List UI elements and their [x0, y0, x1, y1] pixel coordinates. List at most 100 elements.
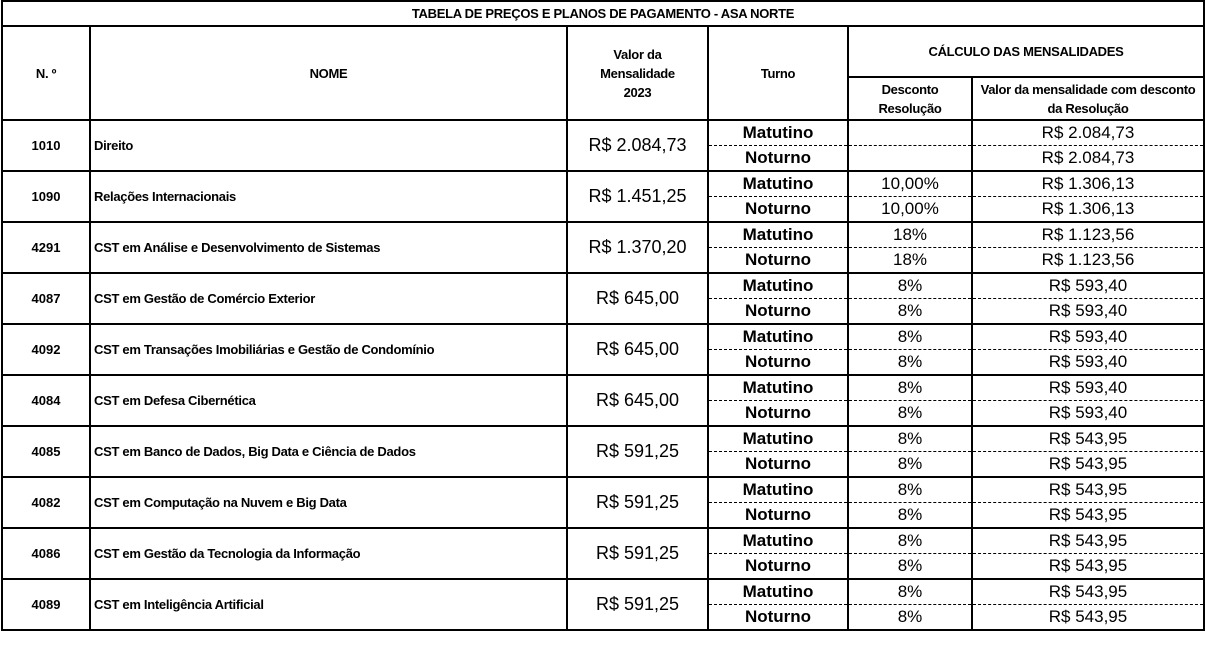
discount: 8%: [847, 425, 973, 452]
shift: Noturno: [707, 400, 849, 427]
course-price: R$ 645,00: [566, 272, 709, 325]
discount: 8%: [847, 527, 973, 554]
final-price: R$ 593,40: [971, 349, 1205, 376]
final-price: R$ 543,95: [971, 553, 1205, 580]
table-row: Noturno 8% R$ 593,40: [2, 400, 1205, 427]
course-price: R$ 591,25: [566, 527, 709, 580]
header-price: Valor da Mensalidade 2023: [566, 25, 709, 121]
discount: [847, 145, 973, 172]
discount: 8%: [847, 374, 973, 401]
discount: 8%: [847, 604, 973, 631]
shift: Matutino: [707, 119, 849, 146]
header-calc: CÁLCULO DAS MENSALIDADES: [847, 25, 1205, 78]
shift: Noturno: [707, 298, 849, 325]
course-name: CST em Análise e Desenvolvimento de Sist…: [89, 221, 568, 274]
shift: Noturno: [707, 145, 849, 172]
course-name: CST em Gestão da Tecnologia da Informaçã…: [89, 527, 568, 580]
discount: 8%: [847, 298, 973, 325]
course-price: R$ 1.451,25: [566, 170, 709, 223]
course-number: 4291: [1, 221, 91, 274]
final-price: R$ 2.084,73: [971, 145, 1205, 172]
course-number: 4085: [1, 425, 91, 478]
header-number: N. º: [1, 25, 91, 121]
shift: Noturno: [707, 196, 849, 223]
table-row: 1010 Direito R$ 2.084,73 Matutino R$ 2.084,7…: [1, 119, 1205, 172]
course-name: CST em Gestão de Comércio Exterior: [89, 272, 568, 325]
final-price: R$ 1.123,56: [971, 247, 1205, 274]
course-number: 4087: [1, 272, 91, 325]
course-name: CST em Banco de Dados, Big Data e Ciênci…: [89, 425, 568, 478]
course-price: R$ 2.084,73: [566, 119, 709, 172]
shift: Matutino: [707, 425, 849, 452]
discount: 8%: [847, 553, 973, 580]
shift: Matutino: [707, 221, 849, 248]
discount: 18%: [847, 247, 973, 274]
course-number: 4082: [1, 476, 91, 529]
table-row: Noturno 8% R$ 543,95: [2, 604, 1205, 631]
discount: 8%: [847, 476, 973, 503]
course-number: 4086: [1, 527, 91, 580]
final-price: R$ 593,40: [971, 272, 1205, 299]
course-number: 4092: [1, 323, 91, 376]
table-row: 4084 CST em Defesa Cibernética R$ 645,00 Ma…: [1, 374, 1205, 427]
discount: 8%: [847, 323, 973, 350]
final-price: R$ 543,95: [971, 425, 1205, 452]
discount: 10,00%: [847, 196, 973, 223]
final-price: R$ 593,40: [971, 298, 1205, 325]
discount: [847, 119, 973, 146]
final-price: R$ 543,95: [971, 527, 1205, 554]
final-price: R$ 593,40: [971, 323, 1205, 350]
shift: Noturno: [707, 604, 849, 631]
shift: Matutino: [707, 272, 849, 299]
course-number: 1010: [1, 119, 91, 172]
final-price: R$ 543,95: [971, 604, 1205, 631]
course-price: R$ 591,25: [566, 476, 709, 529]
final-price: R$ 543,95: [971, 451, 1205, 478]
final-price: R$ 1.306,13: [971, 196, 1205, 223]
final-price: R$ 1.306,13: [971, 170, 1205, 197]
course-number: 4084: [1, 374, 91, 427]
header-discount: Desconto Resolução: [847, 76, 973, 121]
shift: Noturno: [707, 247, 849, 274]
shift: Noturno: [707, 553, 849, 580]
final-price: R$ 543,95: [971, 476, 1205, 503]
course-price: R$ 645,00: [566, 323, 709, 376]
discount: 8%: [847, 578, 973, 605]
table-row: Noturno 8% R$ 543,95: [2, 553, 1205, 580]
shift: Noturno: [707, 451, 849, 478]
course-name: Direito: [89, 119, 568, 172]
table-row: 1090 Relações Internacionais R$ 1.451,25 Ma…: [1, 170, 1205, 223]
discount: 8%: [847, 451, 973, 478]
course-name: CST em Transações Imobiliárias e Gestão …: [89, 323, 568, 376]
table-row: 4085 CST em Banco de Dados, Big Data e Ci…: [1, 425, 1205, 478]
final-price: R$ 543,95: [971, 578, 1205, 605]
table-row: Noturno 18% R$ 1.123,56: [2, 247, 1205, 274]
discount: 8%: [847, 502, 973, 529]
header-name: NOME: [89, 25, 568, 121]
table-row: 4086 CST em Gestão da Tecnologia da Infor…: [1, 527, 1205, 580]
shift: Matutino: [707, 170, 849, 197]
table-row: Noturno 8% R$ 543,95: [2, 502, 1205, 529]
discount: 8%: [847, 349, 973, 376]
table-title: TABELA DE PREÇOS E PLANOS DE PAGAMENTO -…: [1, 0, 1205, 27]
header-final: Valor da mensalidade com desconto da Res…: [971, 76, 1205, 121]
shift: Matutino: [707, 323, 849, 350]
shift: Noturno: [707, 349, 849, 376]
table-row: Noturno 10,00% R$ 1.306,13: [2, 196, 1205, 223]
table-body: 1010 Direito R$ 2.084,73 Matutino R$ 2.084,7…: [1, 119, 1205, 631]
table-row: Noturno 8% R$ 593,40: [2, 298, 1205, 325]
course-name: CST em Inteligência Artificial: [89, 578, 568, 631]
table-row: 4089 CST em Inteligência Artificial R$ 591…: [1, 578, 1205, 631]
header-shift: Turno: [707, 25, 849, 121]
course-price: R$ 1.370,20: [566, 221, 709, 274]
final-price: R$ 593,40: [971, 400, 1205, 427]
discount: 10,00%: [847, 170, 973, 197]
shift: Noturno: [707, 502, 849, 529]
course-name: Relações Internacionais: [89, 170, 568, 223]
final-price: R$ 1.123,56: [971, 221, 1205, 248]
course-number: 4089: [1, 578, 91, 631]
shift: Matutino: [707, 578, 849, 605]
final-price: R$ 543,95: [971, 502, 1205, 529]
course-price: R$ 591,25: [566, 578, 709, 631]
discount: 8%: [847, 272, 973, 299]
